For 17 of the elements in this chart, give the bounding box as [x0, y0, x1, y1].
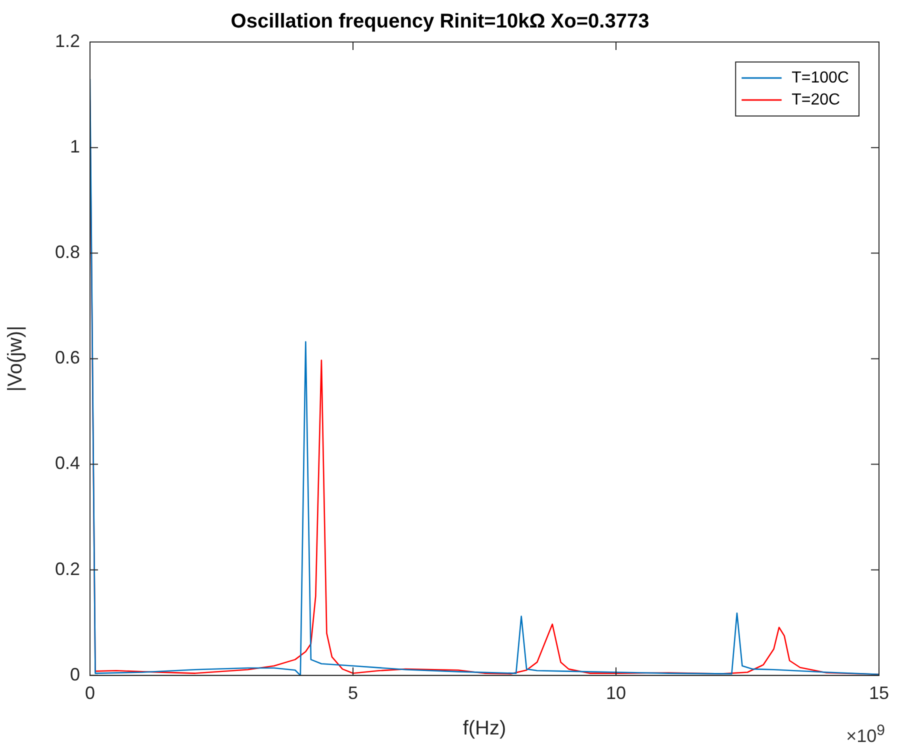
x-tick-label: 5: [348, 683, 358, 704]
text: ×10$^{9}$: [846, 722, 885, 747]
y-tick-label: 0.8: [54, 242, 80, 262]
y-tick-label: 0.4: [54, 453, 80, 474]
x-tick-label: 10: [606, 683, 626, 704]
chart-title: Oscillation frequency Rinit=10kΩ Xo=0.3773: [230, 10, 650, 33]
legend-label: T=100C: [792, 69, 849, 86]
x-tick-label: 15: [868, 683, 890, 704]
y-tick-label: 0.6: [54, 348, 80, 368]
x-axis-title: f(Hz): [462, 718, 506, 740]
x-tick-label: 0: [84, 683, 96, 704]
y-tick-label: 1: [70, 136, 80, 157]
legend-label: T=20C: [792, 91, 840, 108]
y-tick-label: 1.2: [54, 30, 80, 51]
y-axis-title: |Vo(jw)|: [4, 326, 27, 392]
y-tick-label: 0.2: [54, 558, 80, 579]
y-tick-label: 0: [70, 664, 80, 684]
